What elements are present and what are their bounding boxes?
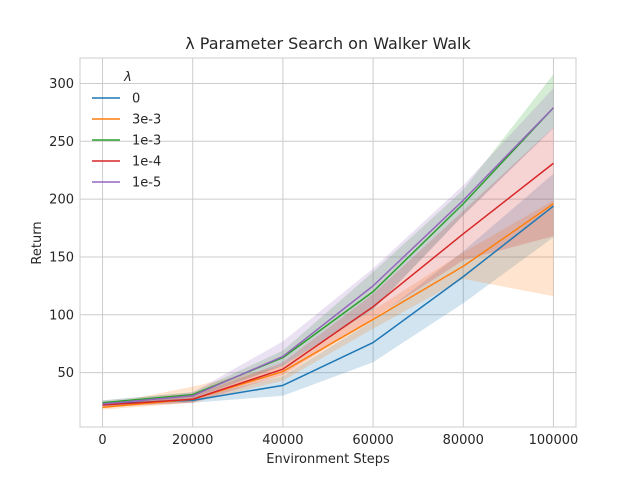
legend-label-1e-3: 1e-3 — [132, 134, 161, 149]
y-tick-label: 250 — [49, 135, 74, 150]
legend-label-3e-3: 3e-3 — [132, 113, 161, 128]
y-axis-label: Return — [30, 221, 45, 264]
x-tick-label: 0 — [98, 433, 106, 448]
x-tick-label: 80000 — [443, 433, 484, 448]
y-tick-label: 300 — [49, 77, 74, 92]
x-axis-label: Environment Steps — [266, 452, 390, 467]
y-tick-label: 150 — [49, 250, 74, 265]
legend-label-1e-5: 1e-5 — [132, 176, 161, 191]
line-1e-4 — [102, 162, 554, 406]
plot-area: 0 20000 40000 60000 80000 100000 50 100 150 200 25… — [49, 57, 579, 448]
legend-label-0: 0 — [132, 92, 140, 107]
y-tick-label: 50 — [57, 366, 74, 381]
legend-title: λ — [123, 70, 132, 85]
band-0 — [102, 173, 554, 407]
y-tick-label: 200 — [49, 193, 74, 208]
y-tick-label: 100 — [49, 308, 74, 323]
x-tick-label: 100000 — [529, 433, 579, 448]
legend-label-1e-4: 1e-4 — [132, 155, 161, 170]
chart-title: λ Parameter Search on Walker Walk — [185, 34, 471, 53]
x-tick-label: 40000 — [262, 433, 303, 448]
line-1e-5 — [102, 107, 554, 405]
x-tick-label: 60000 — [352, 433, 393, 448]
line-1e-3 — [102, 107, 555, 404]
x-tick-label: 20000 — [172, 433, 213, 448]
plot-frame — [79, 57, 577, 428]
legend: λ 0 3e-3 1e-3 1e-4 1e-5 — [92, 70, 161, 191]
